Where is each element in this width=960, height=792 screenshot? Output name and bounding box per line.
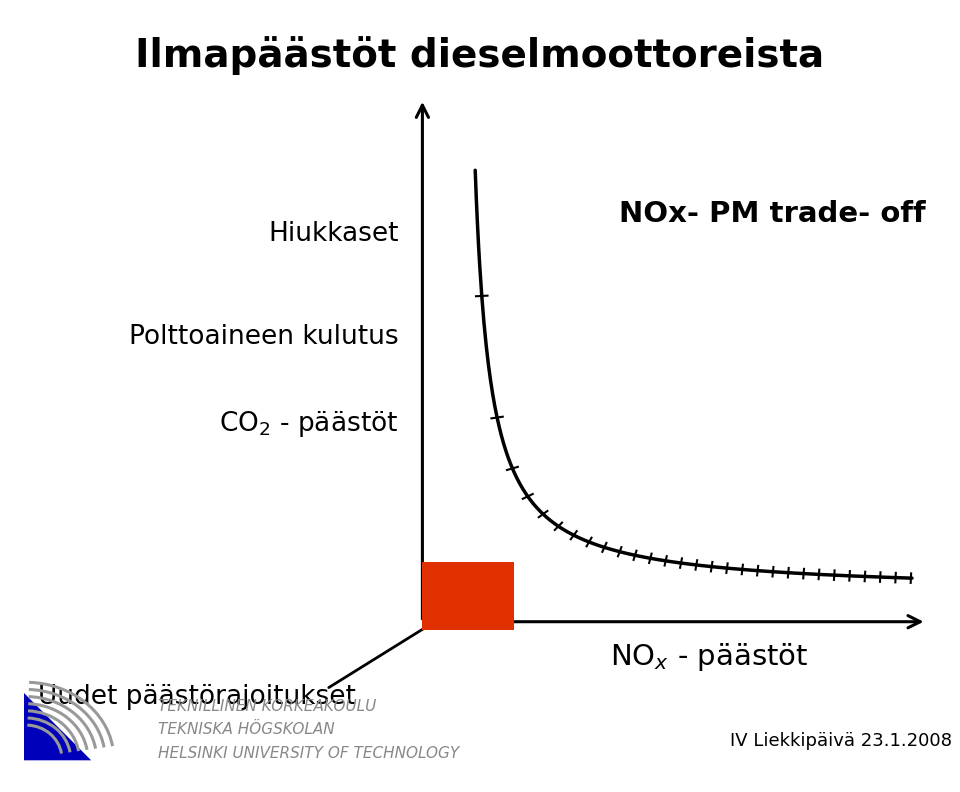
Bar bbox=[422, 562, 514, 630]
Text: CO$_2$ - päästöt: CO$_2$ - päästöt bbox=[219, 409, 398, 439]
Text: Polttoaineen kulutus: Polttoaineen kulutus bbox=[129, 324, 398, 349]
Text: Ilmapäästöt dieselmoottoreista: Ilmapäästöt dieselmoottoreista bbox=[135, 36, 825, 74]
Text: NOx- PM trade- off: NOx- PM trade- off bbox=[619, 200, 925, 228]
Text: NO$_x$ - päästöt: NO$_x$ - päästöt bbox=[610, 642, 807, 673]
Polygon shape bbox=[24, 693, 91, 760]
Text: Hiukkaset: Hiukkaset bbox=[268, 221, 398, 246]
Text: TEKNILLINEN KORKEAKOULU: TEKNILLINEN KORKEAKOULU bbox=[158, 699, 376, 714]
Text: TEKNISKA HÖGSKOLAN: TEKNISKA HÖGSKOLAN bbox=[158, 722, 335, 737]
Text: Uudet päästörajoitukset: Uudet päästörajoitukset bbox=[38, 684, 356, 710]
Text: IV Liekkipäivä 23.1.2008: IV Liekkipäivä 23.1.2008 bbox=[730, 732, 951, 749]
Text: HELSINKI UNIVERSITY OF TECHNOLOGY: HELSINKI UNIVERSITY OF TECHNOLOGY bbox=[158, 746, 460, 761]
